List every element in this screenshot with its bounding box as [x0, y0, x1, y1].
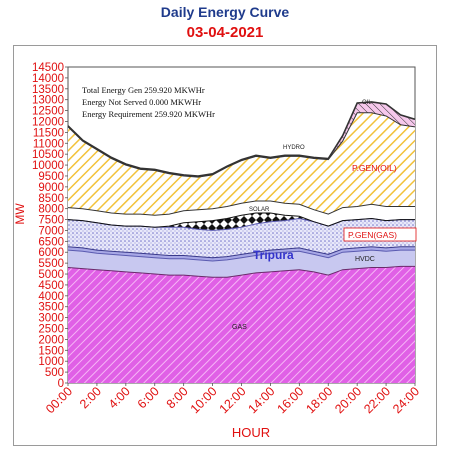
y-tick-label: 7500 [38, 215, 64, 227]
x-axis-title: HOUR [232, 425, 270, 440]
y-tick-label: 10500 [32, 149, 64, 161]
x-tick-label: 20:00 [332, 384, 364, 416]
chart-date: 03-04-2021 [186, 24, 264, 41]
y-tick-label: 3500 [38, 302, 64, 314]
y-tick-label: 0 [58, 378, 64, 390]
line-tripura [67, 249, 415, 262]
x-tick-label: 6:00 [135, 384, 162, 411]
y-tick-label: 4500 [38, 280, 64, 292]
x-tick-label: 4:00 [106, 384, 133, 411]
chart-title: Daily Energy Curve [160, 4, 290, 20]
y-tick-label: 7000 [38, 225, 64, 237]
x-tick-label: 14:00 [246, 384, 278, 416]
line-hydro [67, 112, 416, 178]
label-hvdc: HVDC [355, 256, 375, 263]
x-tick-label: 00:00 [43, 384, 75, 416]
area-layers [68, 101, 415, 383]
y-tick-label: 2000 [38, 334, 64, 346]
y-tick-label: 9500 [38, 171, 64, 183]
y-axis-title: MW [13, 203, 27, 225]
y-tick-label: 2500 [38, 324, 64, 336]
x-tick-label: 8:00 [164, 384, 191, 411]
x-tick-label: 22:00 [361, 384, 393, 416]
y-tick-label: 11000 [33, 138, 64, 150]
stat-total-energy-gen: Total Energy Gen 259.920 MKWHr [82, 85, 205, 95]
chart-frame [13, 45, 437, 446]
area-oil [68, 101, 415, 178]
x-tick-label: 16:00 [274, 384, 306, 416]
line-hvdc [67, 246, 415, 259]
y-tick-label: 14000 [32, 73, 64, 85]
label-hydro: HYDRO [283, 145, 305, 151]
x-tick-label: 18:00 [303, 384, 335, 416]
x-tick-labels: 00:00 2:00 4:00 6:00 8:0010:0012:0014:0016:0… [43, 383, 422, 416]
area-p-gen-oil [68, 201, 415, 228]
y-tick-label: 6500 [38, 236, 64, 248]
label-pgen-oil: P.GEN(OIL) [352, 163, 397, 173]
y-tick-label: 11500 [33, 127, 64, 139]
area-p-gen-gas [68, 218, 415, 258]
line-gas [67, 265, 415, 278]
stat-energy-not-served: Energy Not Served 0.000 MKWHr [82, 97, 201, 107]
y-tick-label: 8500 [38, 193, 64, 205]
x-tick-label: 10:00 [188, 384, 220, 416]
line-oil [67, 101, 416, 177]
label-pgen-gas: P.GEN(GAS) [348, 230, 397, 240]
y-tick-label: 12000 [32, 116, 64, 128]
boundary-lines [67, 101, 416, 278]
line-p-gen-oil [67, 200, 415, 216]
y-tick-label: 5500 [38, 258, 64, 270]
area-tripura [68, 250, 415, 278]
label-solar: SOLAR [249, 207, 270, 213]
stat-energy-requirement: Energy Requirement 259.920 MKWHr [82, 109, 215, 119]
y-tick-label: 500 [45, 367, 64, 379]
y-tick-label: 1000 [38, 356, 64, 368]
label-pgen-gas-box [343, 227, 417, 242]
label-tripura: Tripura [253, 248, 294, 262]
y-tick-label: 8000 [38, 204, 64, 216]
y-tick-label: 14500 [32, 62, 64, 74]
label-gas: GAS [232, 324, 247, 331]
area-solar [68, 213, 415, 231]
x-tick-label: 2:00 [77, 384, 104, 411]
x-tick-label: 12:00 [217, 384, 249, 416]
y-tick-label: 1500 [38, 345, 64, 357]
y-tick-label: 9000 [38, 182, 64, 194]
line-solar [67, 212, 415, 228]
y-tick-label: 13500 [32, 84, 64, 96]
area-hydro [68, 112, 415, 216]
x-tick-label: 24:00 [390, 384, 422, 416]
y-tick-label: 5000 [38, 269, 64, 281]
y-tick-label: 6000 [38, 247, 64, 259]
y-tick-label: 13000 [32, 95, 64, 107]
y-tick-label: 12500 [32, 106, 64, 118]
label-oil: OIL [362, 100, 372, 106]
y-tick-label: 3000 [38, 313, 64, 325]
y-tick-labels: 0500100015002000250030003500400045005000… [32, 62, 68, 390]
area-gas [68, 266, 415, 383]
y-tick-label: 4000 [38, 291, 64, 303]
y-tick-label: 10000 [32, 160, 64, 172]
